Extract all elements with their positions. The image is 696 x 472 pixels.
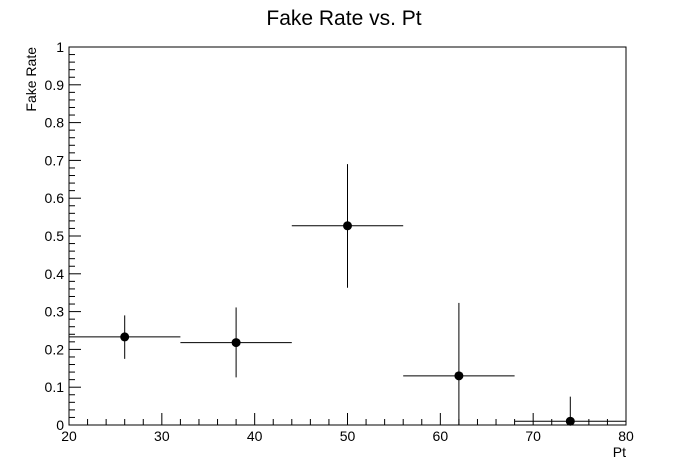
point-marker — [120, 332, 130, 342]
y-tick-label: 0.3 — [45, 304, 65, 320]
x-tick-label: 30 — [154, 428, 170, 444]
y-tick-label: 0.1 — [45, 379, 65, 395]
data-point — [291, 164, 404, 288]
point-marker — [454, 371, 464, 381]
x-tick-label: 50 — [340, 428, 356, 444]
x-tick-label: 70 — [525, 428, 541, 444]
y-tick-label: 1 — [56, 39, 64, 55]
data-point — [69, 315, 181, 359]
data-point — [180, 307, 292, 378]
data-point — [514, 396, 626, 426]
x-axis-label: Pt — [613, 444, 626, 460]
y-axis-label: Fake Rate — [23, 47, 39, 112]
point-marker — [565, 416, 575, 426]
x-tick-label: 40 — [247, 428, 263, 444]
data-point — [403, 302, 515, 425]
y-tick-label: 0.2 — [45, 341, 65, 357]
y-tick-label: 0.9 — [45, 77, 65, 93]
x-tick-label: 60 — [433, 428, 449, 444]
chart-title: Fake Rate vs. Pt — [266, 7, 421, 30]
y-tick-label: 0.6 — [45, 190, 65, 206]
data-points — [69, 164, 626, 426]
y-axis: 0 0.1 0.2 0.3 0.4 0.5 0.6 0.7 0.8 0.9 1 — [45, 39, 81, 433]
y-tick-label: 0.8 — [45, 115, 65, 131]
x-axis: 20 30 40 50 60 70 80 — [61, 413, 634, 444]
y-tick-label: 0 — [56, 417, 64, 433]
y-tick-label: 0.7 — [45, 152, 65, 168]
point-marker — [343, 221, 352, 231]
x-tick-label: 20 — [61, 428, 77, 444]
y-tick-label: 0.5 — [45, 228, 65, 244]
y-tick-label: 0.4 — [45, 266, 65, 282]
x-tick-label: 80 — [618, 428, 634, 444]
point-marker — [231, 338, 241, 348]
